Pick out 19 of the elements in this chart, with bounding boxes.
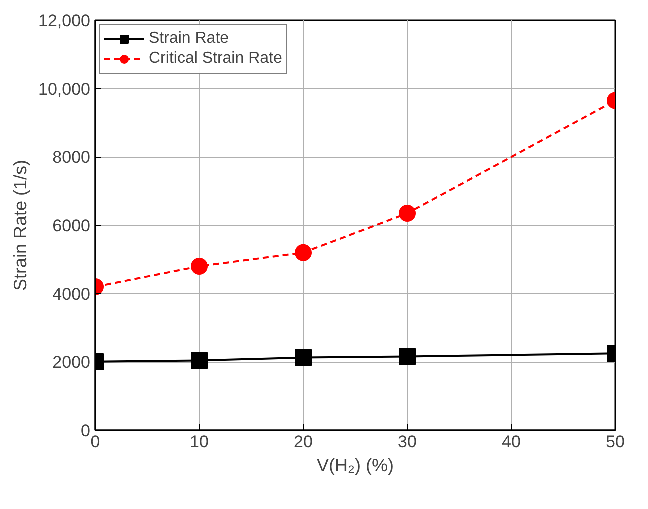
y-tick-label: 2000: [52, 353, 91, 372]
x-tick-label: 20: [294, 432, 313, 452]
x-tick-label: 40: [502, 432, 521, 452]
legend-label: Strain Rate: [149, 30, 230, 48]
y-tick-label: 6000: [52, 216, 91, 236]
y-tick-label: 4000: [52, 284, 91, 304]
legend-label: Critical Strain Rate: [149, 50, 282, 68]
y-tick-label: 8000: [52, 148, 91, 168]
point: [295, 244, 312, 262]
x-tick-label: 10: [190, 432, 209, 452]
x-tick-label: 50: [606, 432, 625, 452]
point: [295, 349, 312, 366]
y-axis-title: Strain Rate (1/s): [10, 160, 31, 292]
x-axis-title: V(H₂) (%): [317, 456, 394, 476]
point: [399, 348, 416, 366]
point: [399, 205, 416, 222]
x-tick-label: 30: [398, 432, 417, 452]
y-tick-label: 12,000: [38, 12, 91, 30]
y-tick-label: 10,000: [38, 80, 91, 99]
